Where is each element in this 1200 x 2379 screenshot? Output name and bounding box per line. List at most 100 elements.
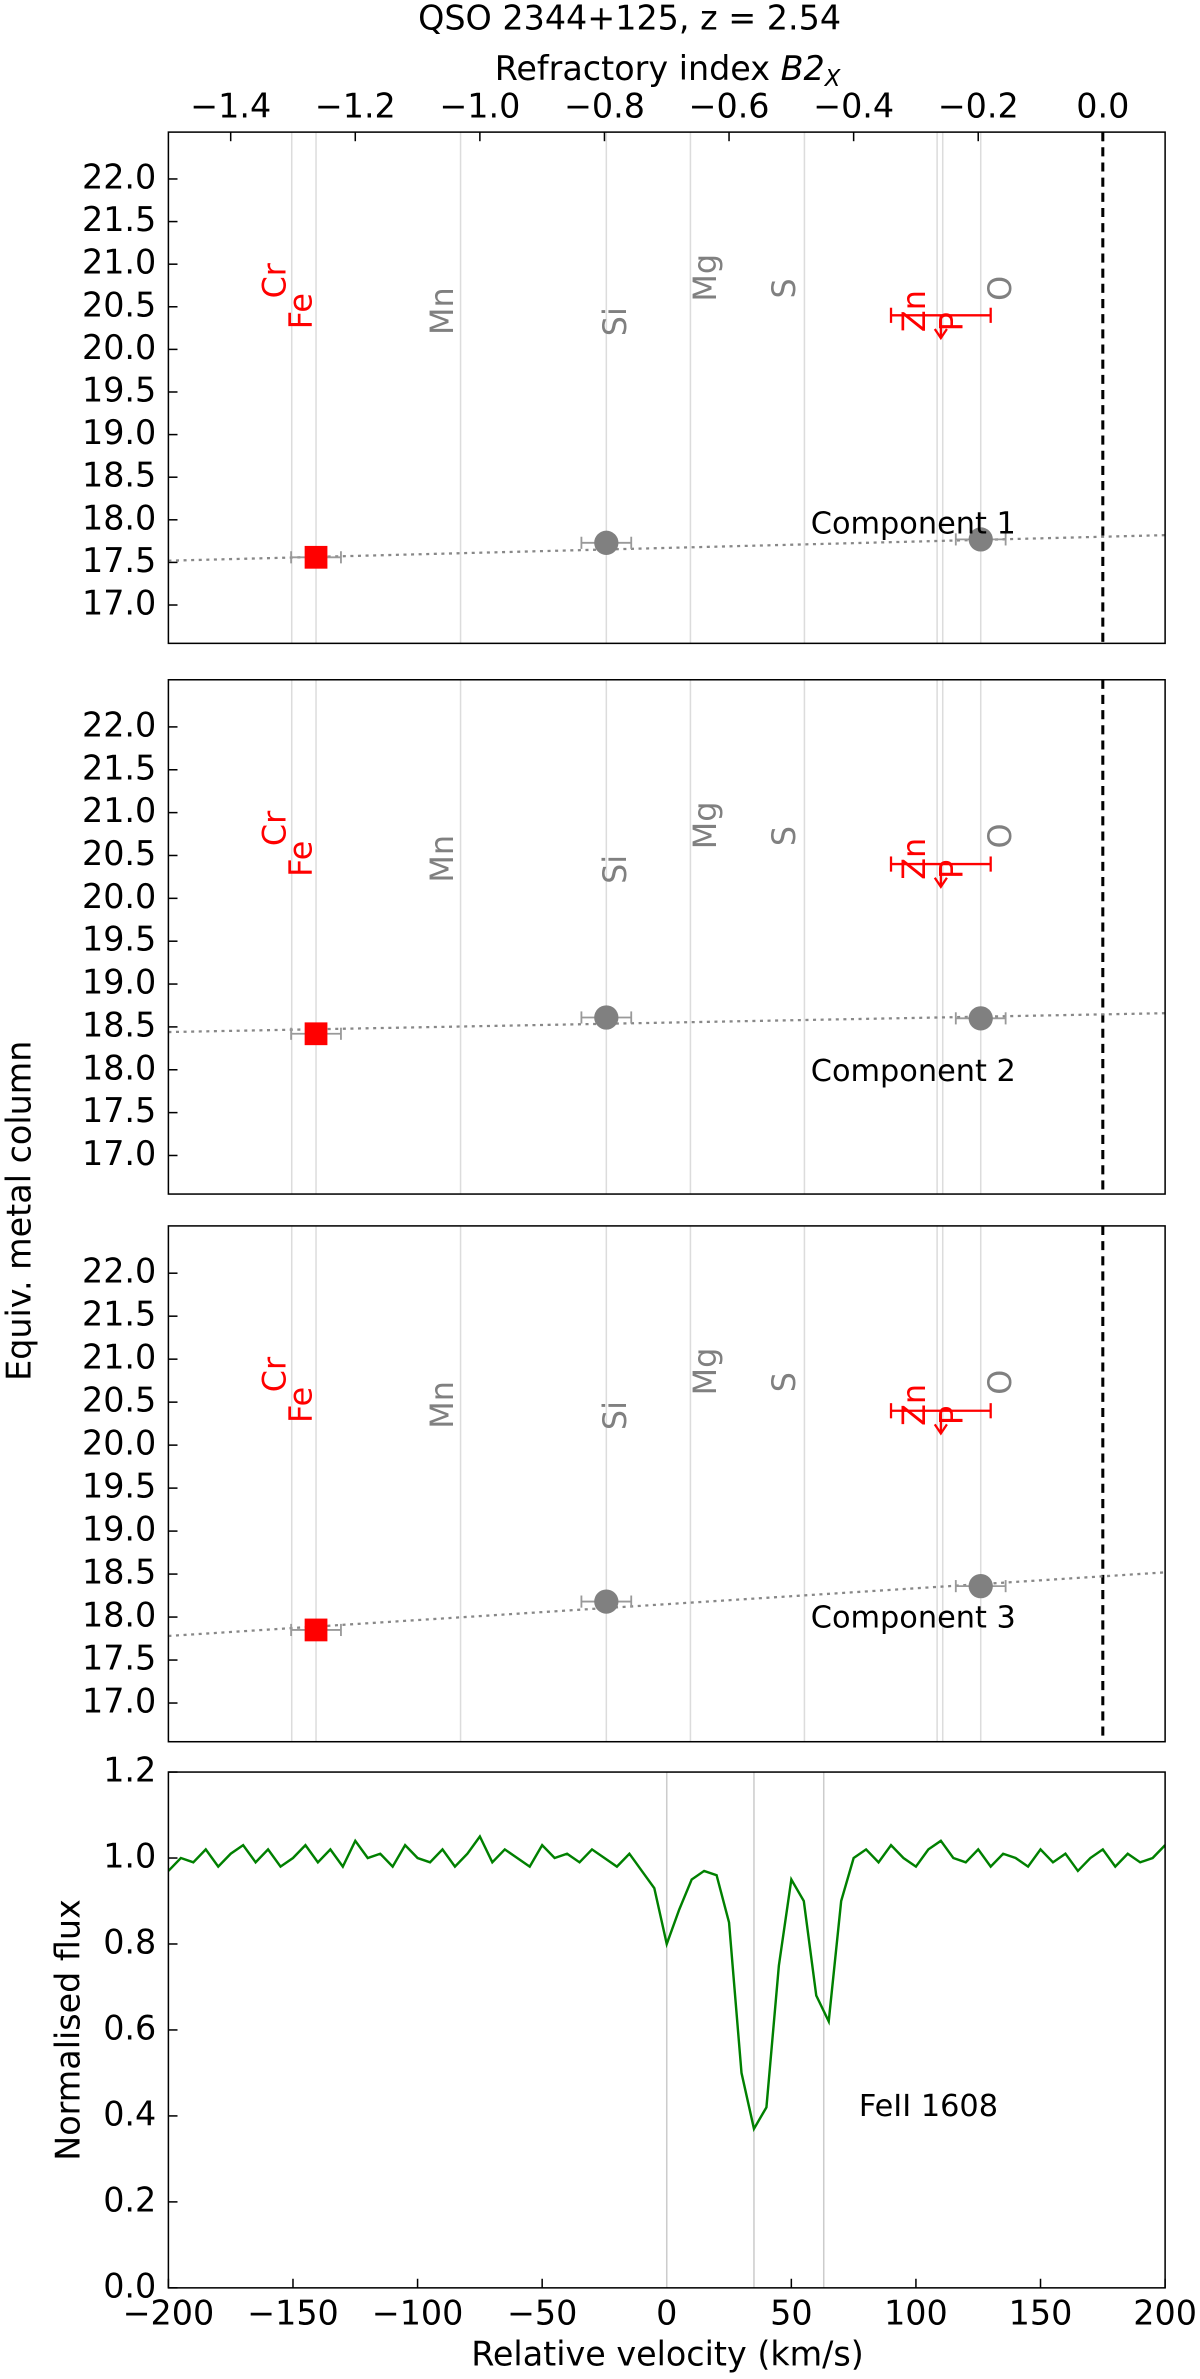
y-tick-label: 20.0 xyxy=(82,877,156,916)
y-tick-label: 19.0 xyxy=(82,963,156,1002)
axis-label-symbol: B2 xyxy=(781,48,825,87)
x-tick-label: 0 xyxy=(656,2294,677,2333)
y-tick-label: 18.5 xyxy=(82,456,156,495)
y-tick-label: 19.0 xyxy=(82,413,156,452)
x-axis-label: Relative velocity (km/s) xyxy=(471,2335,864,2374)
x-tick-label: 100 xyxy=(884,2294,948,2333)
x-tick-label: −1.0 xyxy=(439,86,520,125)
y-tick-label: 22.0 xyxy=(82,157,156,196)
annotation: Component 3 xyxy=(811,1600,1016,1635)
y-axis-label: Equiv. metal column xyxy=(0,1041,39,1381)
y-tick-label: 0.2 xyxy=(103,2180,156,2219)
element-label: Zn xyxy=(895,1384,933,1426)
x-tick-label: −0.2 xyxy=(938,86,1019,125)
plot-frame xyxy=(167,1225,1166,1743)
y-tick-label: 20.5 xyxy=(82,1381,156,1420)
point xyxy=(594,1589,619,1614)
point xyxy=(968,1006,993,1031)
point xyxy=(304,1618,328,1642)
element-label: Mg xyxy=(686,254,724,302)
element-label: Zn xyxy=(895,838,933,880)
y-tick-label: 19.0 xyxy=(82,1510,156,1549)
x-tick-label: 150 xyxy=(1009,2294,1073,2333)
axis-label-text: Refractory index xyxy=(495,48,781,87)
y-tick-label: 19.5 xyxy=(82,920,156,959)
y-tick-label: 21.5 xyxy=(82,200,156,239)
y-tick-label: 1.0 xyxy=(103,1837,156,1876)
y-tick-label: 19.5 xyxy=(82,370,156,409)
flux-line xyxy=(168,1834,1166,2133)
x-tick-label: −1.2 xyxy=(315,86,396,125)
y-tick-label: 20.5 xyxy=(82,834,156,873)
element-label: O xyxy=(981,276,1019,301)
plot-frame xyxy=(167,1771,1166,2289)
plot-frame xyxy=(167,679,1166,1195)
y-tick-label: 17.5 xyxy=(82,541,156,580)
axis-label-subscript: X xyxy=(824,66,841,92)
x-tick-label: 50 xyxy=(770,2294,812,2333)
y-tick-label: 22.0 xyxy=(82,1252,156,1291)
x-tick-label: −1.4 xyxy=(190,86,271,125)
y-tick-label: 19.5 xyxy=(82,1467,156,1506)
annotation: Component 2 xyxy=(811,1054,1016,1089)
y-tick-label: 17.0 xyxy=(82,1682,156,1721)
y-tick-label: 21.0 xyxy=(82,243,156,282)
x-tick-label: −0.8 xyxy=(564,86,645,125)
element-label: Cr xyxy=(256,262,294,298)
y-tick-label: 18.5 xyxy=(82,1005,156,1044)
limit-arrow xyxy=(933,877,948,889)
point xyxy=(594,530,619,555)
element-label: Si xyxy=(596,855,634,884)
y-tick-label: 21.5 xyxy=(82,1295,156,1334)
point xyxy=(968,1573,993,1599)
y-tick-label: 18.0 xyxy=(82,1048,156,1087)
y-tick-label: 0.0 xyxy=(103,2266,156,2305)
y-tick-label: 17.5 xyxy=(82,1639,156,1678)
x-tick-label: −100 xyxy=(372,2294,464,2333)
element-label: O xyxy=(981,1370,1019,1395)
y-tick-label: 17.0 xyxy=(82,1134,156,1173)
y-tick-label: 20.0 xyxy=(82,328,156,367)
y-tick-label: 1.2 xyxy=(103,1751,156,1790)
x-tick-label: 200 xyxy=(1133,2294,1197,2333)
plot-frame xyxy=(167,131,1166,645)
y-tick-label: 18.5 xyxy=(82,1553,156,1592)
element-label: P xyxy=(932,860,970,879)
x-tick-label: 0.0 xyxy=(1076,86,1129,125)
x-tick-label: −50 xyxy=(507,2294,577,2333)
element-label: Zn xyxy=(895,290,933,332)
point xyxy=(594,1005,619,1030)
y-tick-label: 20.5 xyxy=(82,285,156,324)
element-label: Cr xyxy=(256,810,294,846)
chart-title: QSO 2344+125, z = 2.54 xyxy=(418,0,841,37)
element-label: S xyxy=(765,1372,803,1392)
y-tick-label: 0.8 xyxy=(103,1922,156,1961)
element-label: O xyxy=(981,823,1019,848)
y-tick-label: 0.4 xyxy=(103,2094,156,2133)
element-label: Mg xyxy=(686,1348,724,1396)
y-tick-label: 21.5 xyxy=(82,748,156,787)
element-label: S xyxy=(765,826,803,846)
element-label: Fe xyxy=(281,293,319,329)
y-tick-label: 21.0 xyxy=(82,1338,156,1377)
element-label: Mn xyxy=(423,287,461,335)
y-tick-label: 17.5 xyxy=(82,1091,156,1130)
point xyxy=(304,545,328,569)
annotation: Component 1 xyxy=(811,507,1016,542)
element-label: Si xyxy=(596,1401,634,1430)
element-label: Mg xyxy=(686,802,724,850)
y-tick-label: 18.0 xyxy=(82,1596,156,1635)
top-axis-label: Refractory index B2X xyxy=(495,48,841,91)
annotation: FeII 1608 xyxy=(859,2089,998,2124)
limit-arrow xyxy=(933,328,948,341)
y-tick-label: 21.0 xyxy=(82,791,156,830)
element-label: Si xyxy=(596,307,634,336)
y-tick-label: 17.0 xyxy=(82,584,156,623)
element-label: Mn xyxy=(423,1381,461,1429)
point xyxy=(304,1022,328,1046)
element-label: S xyxy=(765,278,803,298)
x-tick-label: −0.4 xyxy=(813,86,894,125)
element-label: P xyxy=(932,1406,970,1425)
point xyxy=(968,527,993,552)
